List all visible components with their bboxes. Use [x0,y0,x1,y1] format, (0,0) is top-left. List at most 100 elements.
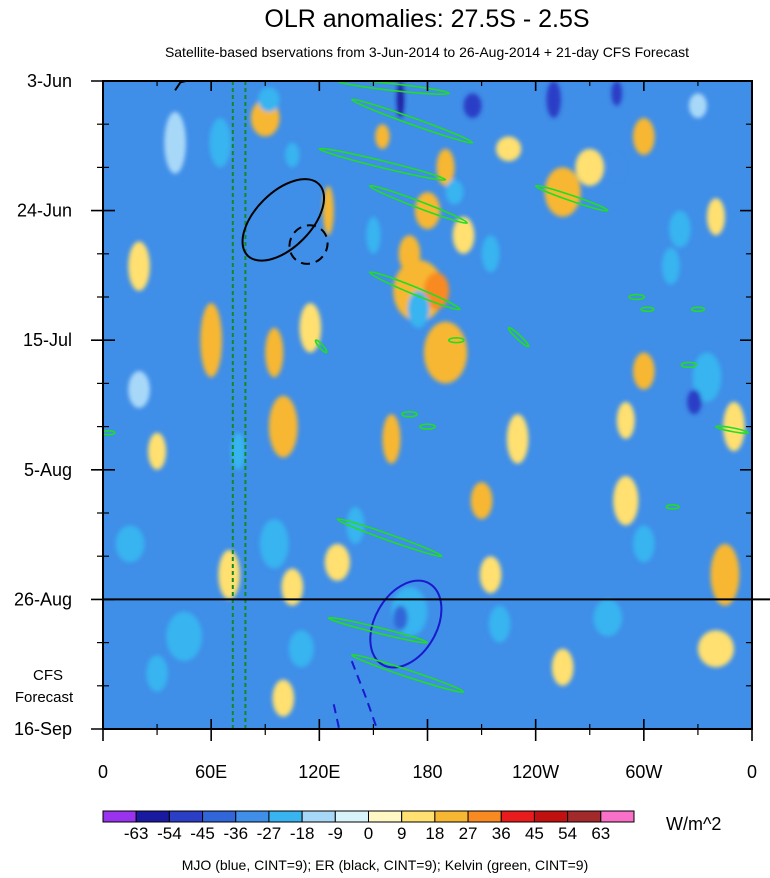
x-tick-label-5: 60W [625,762,662,782]
anomaly-cell-58 [346,506,365,544]
anomaly-cell-22 [268,395,298,458]
contour-kelvin-13 [314,339,328,354]
anomaly-cell-49 [609,155,625,180]
colorbar-units: W/m^2 [666,814,721,834]
anomaly-cell-61 [488,605,511,643]
contour-kelvin-16 [350,653,465,694]
contour-kelvin-17 [715,425,750,435]
x-tick-label-4: 120W [512,762,559,782]
y-tick-label-2: 15-Jul [23,330,72,350]
anomaly-cell-36 [324,543,350,581]
colorbar-label-11: 36 [492,824,511,843]
anomaly-cell-46 [407,290,430,328]
contour-mjo-1 [350,660,378,729]
contour-kelvin-11 [534,184,609,212]
colorbar-swatch-9 [401,810,436,823]
colorbar-label-7: 0 [364,824,373,843]
anomaly-cell-3 [611,81,623,106]
chart-subtitle: Satellite-based bservations from 3-Jun-2… [165,44,689,60]
colorbar-swatch-10 [434,810,469,823]
contour-kelvin-9 [368,184,468,225]
anomaly-cell-39 [706,198,725,236]
anomaly-cell-35 [281,568,304,606]
contour-kelvin-8 [318,147,447,181]
anomaly-cell-66 [230,432,246,470]
anomaly-cell-31 [697,630,734,668]
colorbar-label-5: -18 [290,824,315,843]
anomaly-cell-27 [470,482,493,520]
colorbar-swatch-2 [168,810,204,823]
colorbar-swatch-7 [334,810,369,823]
anomaly-cell-5 [164,111,186,174]
anomaly-cell-64 [288,630,314,668]
colorbar-label-3: -36 [223,824,248,843]
anomaly-cell-53 [661,247,680,285]
colorbar-swatch-5 [268,810,303,823]
anomaly-cell-55 [115,525,145,563]
reference-lines [231,81,247,729]
contour-kelvin-7 [350,98,474,144]
anomaly-cell-25 [506,414,529,464]
colorbar-swatch-11 [467,810,502,823]
anomaly-cell-28 [613,475,639,526]
anomaly-cell-65 [146,654,168,692]
forecast-label-line1: CFS [33,667,63,684]
anomaly-cell-24 [382,414,401,464]
contour-mjo-2 [332,704,341,729]
anomaly-cell-0 [396,81,405,119]
colorbar-label-14: 63 [591,824,610,843]
anomaly-cell-11 [575,148,605,186]
contour-kelvin-25 [640,306,655,313]
anomaly-cell-38 [128,241,150,291]
contour-kelvin-12 [507,326,530,348]
anomaly-cell-1 [463,93,482,119]
contour-kelvin-21 [447,336,465,344]
contour-kelvin-14 [336,518,443,558]
x-tick-label-0: 0 [98,762,108,782]
anomaly-cell-40 [723,401,745,452]
anomaly-cell-48 [481,235,500,273]
chart-footer: MJO (blue, CINT=9); ER (black, CINT=9); … [182,857,589,873]
anomaly-cell-4 [688,93,707,119]
x-axis: 0 60E 120E 180 120W 60W 0 [98,81,757,782]
anomaly-cell-45 [366,216,381,254]
anomaly-cell-44 [285,142,300,168]
anomaly-cell-63 [633,525,655,563]
x-tick-label-2: 120E [298,762,340,782]
anomaly-cell-26 [616,401,635,439]
contour-kelvin-6 [336,81,450,96]
y-tick-label-0: 3-Jun [27,71,72,91]
contour-kelvin-24 [665,504,680,510]
contour-kelvin-15 [327,616,429,644]
anomaly-cell-17 [423,321,468,384]
contour-kelvin-23 [680,361,698,369]
contour-mjo-0 [369,579,443,669]
colorbar-swatch-4 [235,810,270,823]
colorbar-label-12: 45 [525,824,544,843]
y-tick-label-3: 5-Aug [24,460,72,480]
y-axis: 3-Jun 24-Jun 15-Jul 5-Aug 26-Aug 16-Sep [14,71,752,739]
colorbar-swatch-15 [600,810,635,823]
y-tick-label-1: 24-Jun [17,201,72,221]
colorbar-label-1: -54 [157,824,182,843]
contour-kelvin-18 [103,429,116,436]
colorbar-label-6: -9 [328,824,343,843]
colorbar-swatch-1 [135,810,170,823]
colorbar-swatch-0 [102,810,137,823]
colorbar-swatch-14 [567,810,602,823]
anomaly-field-blobs [115,81,745,717]
anomaly-cell-29 [633,352,655,390]
colorbar-label-4: -27 [257,824,282,843]
wave-contours [103,81,750,729]
anomaly-cell-30 [710,543,740,606]
contour-kelvin-26 [690,306,706,313]
plot-area [103,81,752,729]
x-tick-label-3: 180 [412,762,442,782]
anomaly-cell-52 [687,389,702,415]
anomaly-cell-37 [272,679,295,717]
anomaly-cell-21 [265,327,284,378]
forecast-label-line2: Forecast [15,689,74,706]
contour-er-3 [241,178,326,262]
anomaly-cell-33 [551,648,574,686]
